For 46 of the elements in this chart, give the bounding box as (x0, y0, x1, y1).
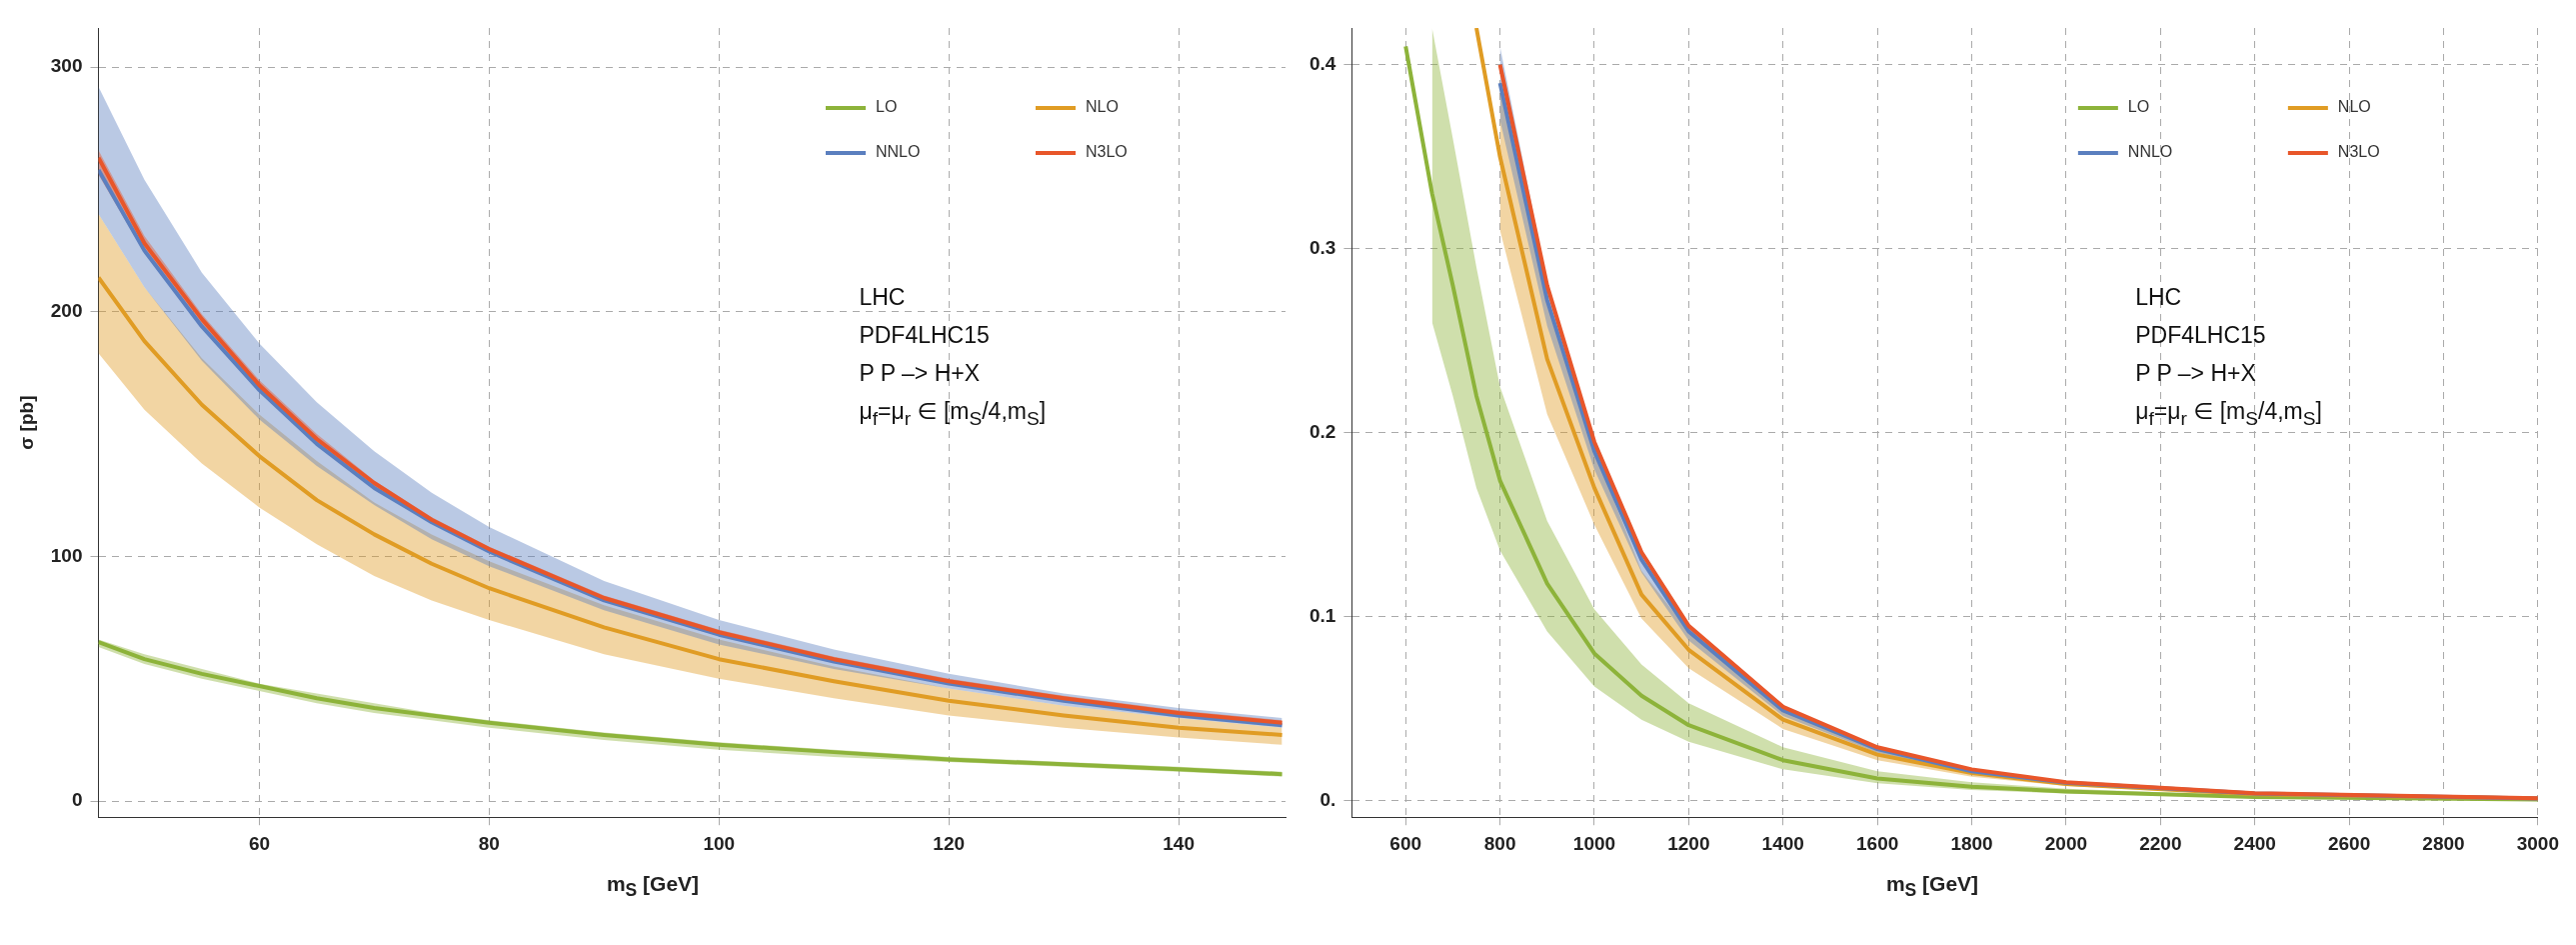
annotation: PDF4LHC15 (2135, 321, 2267, 350)
y-tick-label: 300 (50, 55, 83, 77)
x-tick-label: 120 (933, 832, 966, 854)
y-tick-label: 0.3 (1308, 236, 1336, 258)
y-tick-label: 0.4 (1308, 53, 1336, 75)
x-tick-label: 60 (248, 832, 271, 854)
y-tick-label: 0.2 (1308, 420, 1336, 442)
y-tick-label: 100 (50, 544, 83, 566)
x-axis-title: m$_{S}$ [GeV] (1884, 872, 1980, 902)
x-tick-label: 80 (478, 832, 500, 854)
x-tick-label: 100 (703, 832, 736, 854)
legend-label: NLO (2337, 98, 2371, 116)
annotation: PDF4LHC15 (859, 321, 991, 350)
x-tick-label: 600 (1389, 832, 1422, 854)
x-tick-label: 1000 (1572, 832, 1616, 854)
x-tick-label: 2800 (2422, 832, 2465, 854)
annotation: P P –> H+X (2135, 359, 2257, 388)
x-axis-title: m$_{S}$ [GeV] (605, 872, 701, 902)
x-tick-label: 1400 (1761, 832, 1804, 854)
x-tick-label: 800 (1483, 832, 1516, 854)
x-tick-label: 1200 (1667, 832, 1710, 854)
annotation: P P –> H+X (859, 359, 982, 388)
x-tick-label: 2200 (2139, 832, 2182, 854)
text: μ$_{f}$=μ$_{r}$ ∈ [m$_{S}$/4,m$_{S}$] (2135, 398, 2322, 429)
x-tick-label: 3000 (2516, 832, 2560, 854)
x-tick-label: 2400 (2233, 832, 2276, 854)
legend-label: N3LO (1086, 143, 1128, 161)
legend-label: NLO (1086, 98, 1119, 116)
x-tick-label: 1800 (1950, 832, 1993, 854)
legend-label: N3LO (2337, 143, 2380, 161)
x-tick-label: 140 (1163, 832, 1195, 854)
x-tick-label: 2000 (2044, 832, 2088, 854)
legend-label: NNLO (876, 143, 921, 161)
y-tick-label: 200 (50, 300, 83, 322)
legend-label: NNLO (2127, 143, 2173, 161)
annotation: LHC (859, 283, 907, 312)
legend-label: LO (876, 98, 898, 116)
y-tick-label: 0.1 (1308, 604, 1336, 626)
x-tick-label: 2600 (2327, 832, 2371, 854)
x-tick-label: 1600 (1856, 832, 1899, 854)
y-axis-title: σ [pb] (15, 395, 37, 450)
y-tick-label: 0 (71, 789, 83, 811)
legend-label: LO (2127, 98, 2150, 116)
text: μ$_{f}$=μ$_{r}$ ∈ [m$_{S}$/4,m$_{S}$] (859, 398, 1047, 429)
annotation: LHC (2135, 283, 2183, 312)
y-tick-label: 0. (1319, 788, 1336, 810)
